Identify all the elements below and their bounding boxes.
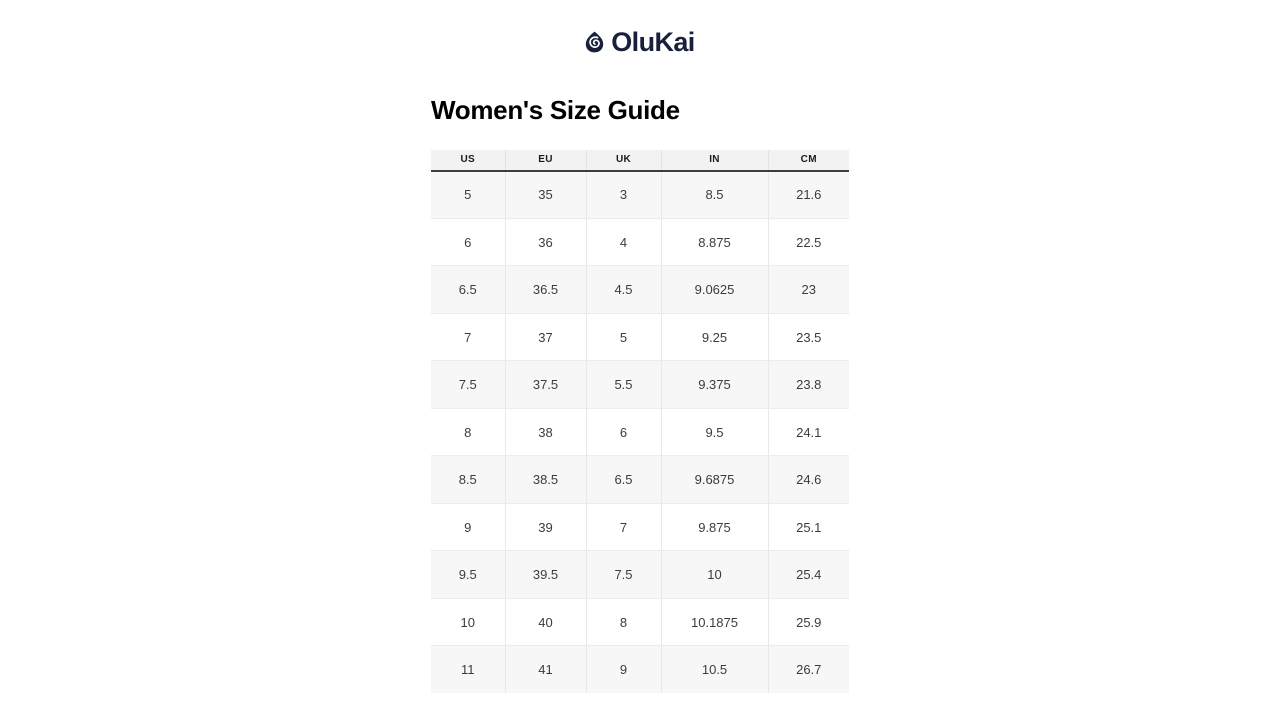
cell-eu: 36	[505, 218, 587, 267]
cell-eu: 39	[505, 503, 587, 552]
table-row: 9.5 39.5 7.5 10 25.4	[431, 550, 849, 599]
cell-cm: 24.1	[768, 408, 849, 457]
cell-us: 6.5	[431, 265, 506, 314]
cell-eu: 38	[505, 408, 587, 457]
cell-us: 7.5	[431, 360, 506, 409]
column-header-uk: UK	[586, 149, 662, 172]
table-row: 6 36 4 8.875 22.5	[431, 218, 849, 267]
cell-in: 9.0625	[661, 265, 769, 314]
cell-in: 9.5	[661, 408, 769, 457]
cell-in: 10.5	[661, 645, 769, 694]
cell-cm: 25.9	[768, 598, 849, 647]
cell-uk: 7	[586, 503, 662, 552]
table-row: 11 41 9 10.5 26.7	[431, 645, 849, 694]
cell-eu: 40	[505, 598, 587, 647]
cell-cm: 22.5	[768, 218, 849, 267]
cell-eu: 37.5	[505, 360, 587, 409]
cell-uk: 4.5	[586, 265, 662, 314]
table-row: 6.5 36.5 4.5 9.0625 23	[431, 265, 849, 314]
cell-us: 8.5	[431, 455, 506, 504]
cell-uk: 7.5	[586, 550, 662, 599]
cell-cm: 23	[768, 265, 849, 314]
cell-uk: 5.5	[586, 360, 662, 409]
size-conversion-table: US EU UK IN CM 5 35 3 8.5 21.6 6 36 4 8.875 22.5 6…	[431, 149, 849, 694]
table-body: 5 35 3 8.5 21.6 6 36 4 8.875 22.5 6.5 36.5 4.5 9.0625…	[431, 170, 849, 694]
cell-cm: 25.1	[768, 503, 849, 552]
table-row: 7.5 37.5 5.5 9.375 23.8	[431, 360, 849, 409]
cell-cm: 21.6	[768, 170, 849, 219]
column-header-eu: EU	[505, 149, 587, 172]
cell-eu: 37	[505, 313, 587, 362]
table-row: 10 40 8 10.1875 25.9	[431, 598, 849, 647]
cell-cm: 23.8	[768, 360, 849, 409]
page-title: Women's Size Guide	[431, 95, 680, 125]
cell-uk: 3	[586, 170, 662, 219]
cell-in: 10	[661, 550, 769, 599]
brand-logo[interactable]: OluKai	[585, 26, 695, 57]
cell-us: 7	[431, 313, 506, 362]
table-row: 8 38 6 9.5 24.1	[431, 408, 849, 457]
cell-in: 9.25	[661, 313, 769, 362]
column-header-cm: CM	[768, 149, 849, 172]
cell-cm: 23.5	[768, 313, 849, 362]
cell-in: 10.1875	[661, 598, 769, 647]
brand-header: OluKai	[0, 0, 1280, 84]
cell-uk: 4	[586, 218, 662, 267]
cell-uk: 5	[586, 313, 662, 362]
cell-in: 8.875	[661, 218, 769, 267]
cell-uk: 8	[586, 598, 662, 647]
cell-eu: 35	[505, 170, 587, 219]
cell-in: 8.5	[661, 170, 769, 219]
content-column: Women's Size Guide US EU UK IN CM 5 35 3 8.…	[431, 95, 849, 694]
column-header-us: US	[431, 149, 506, 172]
cell-cm: 26.7	[768, 645, 849, 694]
olukai-droplet-swirl-icon	[586, 31, 604, 53]
cell-us: 10	[431, 598, 506, 647]
cell-us: 9.5	[431, 550, 506, 599]
cell-uk: 6.5	[586, 455, 662, 504]
cell-in: 9.6875	[661, 455, 769, 504]
cell-us: 11	[431, 645, 506, 694]
table-row: 8.5 38.5 6.5 9.6875 24.6	[431, 455, 849, 504]
cell-us: 5	[431, 170, 506, 219]
cell-in: 9.875	[661, 503, 769, 552]
cell-cm: 24.6	[768, 455, 849, 504]
cell-eu: 39.5	[505, 550, 587, 599]
cell-us: 9	[431, 503, 506, 552]
cell-eu: 41	[505, 645, 587, 694]
cell-us: 6	[431, 218, 506, 267]
cell-uk: 9	[586, 645, 662, 694]
table-row: 7 37 5 9.25 23.5	[431, 313, 849, 362]
cell-uk: 6	[586, 408, 662, 457]
table-header: US EU UK IN CM	[431, 149, 849, 172]
table-row: 5 35 3 8.5 21.6	[431, 170, 849, 219]
table-row: 9 39 7 9.875 25.1	[431, 503, 849, 552]
brand-wordmark: OluKai	[611, 26, 695, 57]
cell-in: 9.375	[661, 360, 769, 409]
cell-eu: 36.5	[505, 265, 587, 314]
cell-eu: 38.5	[505, 455, 587, 504]
column-header-in: IN	[661, 149, 769, 172]
cell-cm: 25.4	[768, 550, 849, 599]
table-header-row: US EU UK IN CM	[431, 149, 849, 172]
cell-us: 8	[431, 408, 506, 457]
